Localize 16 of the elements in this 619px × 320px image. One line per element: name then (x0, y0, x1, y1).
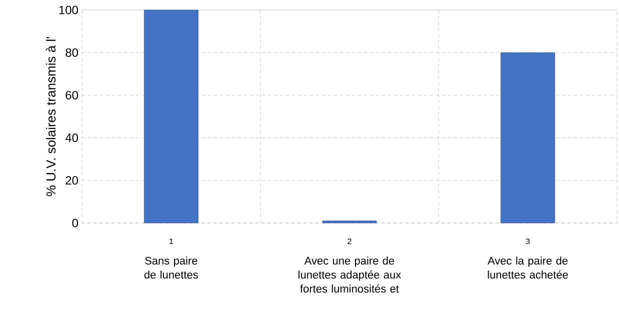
text: Avec une paire de lunettes adaptée aux fortes luminosités et (298, 256, 402, 293)
bar (144, 10, 198, 224)
y-tick-label: 0 (72, 218, 78, 228)
bar (322, 220, 377, 224)
y-tick-label: 60 (66, 90, 78, 100)
bar (500, 52, 556, 224)
text: Avec la paire de lunettes achetée (488, 256, 568, 279)
y-tick-label: 80 (66, 48, 78, 57)
x-tick-label: 2 (348, 238, 352, 244)
y-tick-label: 20 (66, 176, 78, 185)
text: Sans paire de lunettes (144, 256, 198, 279)
y-tick-label: 40 (65, 134, 78, 142)
x-tick-label: 3 (526, 238, 530, 244)
x-tick-label: 1 (170, 238, 174, 244)
y-tick-label: 100 (59, 6, 78, 14)
y-axis-title: % U.V. solaires transmis à l' (46, 37, 56, 196)
